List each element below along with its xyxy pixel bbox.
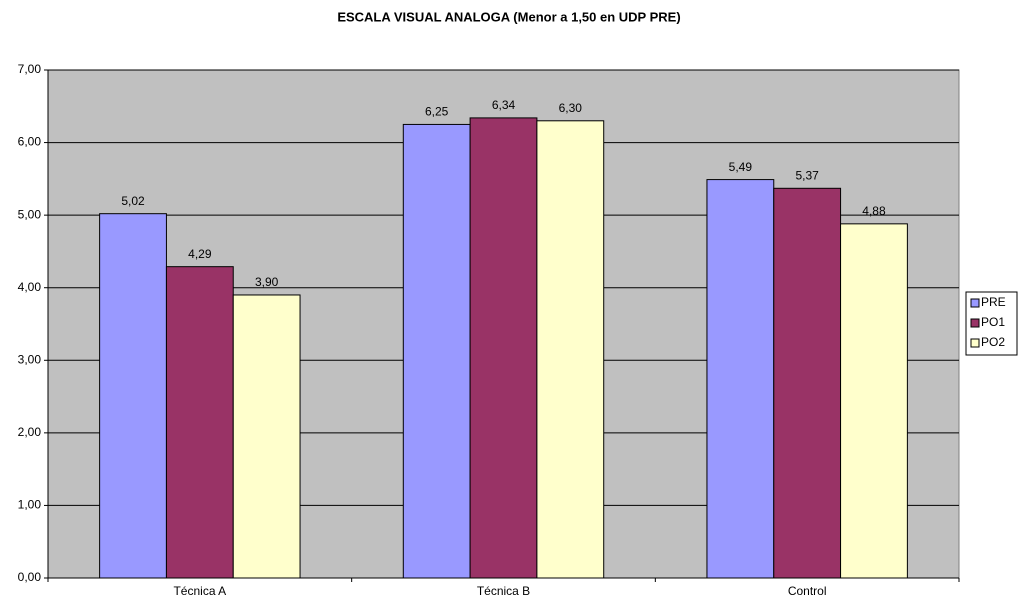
legend-label: PRE [981, 295, 1006, 309]
legend-swatch [970, 338, 980, 348]
legend-swatch [970, 318, 980, 328]
x-tick-label: Técnica B [477, 584, 530, 598]
y-tick-label: 0,00 [18, 570, 42, 584]
bar [536, 120, 605, 579]
y-tick-label: 1,00 [18, 498, 42, 512]
x-tick-label: Control [788, 584, 827, 598]
chart-title: ESCALA VISUAL ANALOGA (Menor a 1,50 en U… [337, 9, 680, 24]
legend-swatch [970, 298, 980, 308]
value-label: 6,34 [492, 98, 516, 112]
value-label: 4,29 [188, 247, 212, 261]
bar [469, 117, 538, 579]
y-tick-label: 3,00 [18, 352, 42, 366]
bar [706, 179, 775, 579]
value-label: 4,88 [862, 204, 886, 218]
bar [402, 123, 471, 579]
bar [773, 187, 842, 579]
bar [99, 213, 167, 579]
y-tick-label: 7,00 [18, 62, 42, 76]
legend-label: PO1 [981, 315, 1005, 329]
bar [840, 223, 908, 579]
value-label: 6,30 [559, 101, 583, 115]
bar [165, 266, 234, 579]
x-tick-label: Técnica A [173, 584, 226, 598]
value-label: 5,37 [795, 168, 819, 182]
bar [232, 294, 301, 579]
y-tick-label: 6,00 [18, 135, 42, 149]
value-label: 5,49 [729, 160, 753, 174]
value-label: 6,25 [425, 105, 449, 119]
y-tick-label: 5,00 [18, 207, 42, 221]
value-label: 3,90 [255, 275, 279, 289]
value-label: 5,02 [121, 194, 145, 208]
y-tick-label: 2,00 [18, 425, 42, 439]
y-tick-label: 4,00 [18, 280, 42, 294]
legend-label: PO2 [981, 335, 1005, 349]
